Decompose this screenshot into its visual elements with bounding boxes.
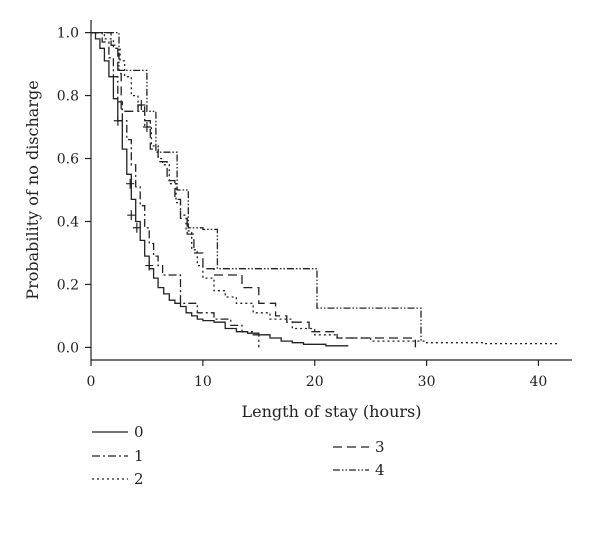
y-axis-title: Probability of no discharge (23, 80, 42, 299)
series-line-1 (91, 31, 260, 348)
censor-mark-0 (132, 222, 141, 233)
x-tick-label: 20 (306, 374, 324, 390)
censor-mark-2 (142, 122, 151, 133)
censor-mark-0 (113, 115, 122, 126)
y-tick-label: 0.8 (57, 89, 79, 105)
series-line-4 (91, 31, 422, 342)
axis-lines (90, 20, 572, 361)
legend-label-4: 4 (375, 461, 385, 479)
legend-label-2: 2 (134, 470, 144, 488)
censor-mark-0 (145, 260, 154, 271)
censor-mark-0 (127, 210, 136, 221)
y-tick-label: 0.2 (57, 277, 79, 293)
y-tick-label: 1.0 (57, 26, 79, 42)
x-tick-label: 0 (87, 374, 96, 390)
series-line-3 (91, 31, 417, 348)
series-line-0 (91, 31, 349, 347)
series-line-2 (91, 31, 560, 345)
legend-label-1: 1 (134, 447, 144, 465)
legend-label-0: 0 (134, 423, 144, 441)
legend-label-3: 3 (375, 438, 385, 456)
y-tick-label: 0.4 (57, 214, 79, 230)
x-tick-label: 40 (530, 374, 548, 390)
legend: 0 1 2 3 4 (92, 423, 385, 488)
censor-mark-3 (137, 100, 146, 110)
axes: 0 10 20 30 40 0.0 0.2 0.4 0.6 0.8 1.0 Length of sta… (23, 20, 572, 421)
x-tick-label: 10 (194, 374, 212, 390)
plot-area (91, 31, 560, 348)
x-axis-title: Length of stay (hours) (242, 402, 422, 421)
censor-mark-1 (126, 178, 135, 189)
x-tick-label: 30 (418, 374, 436, 390)
y-tick-label: 0.6 (57, 152, 79, 168)
y-tick-label: 0.0 (57, 340, 79, 356)
